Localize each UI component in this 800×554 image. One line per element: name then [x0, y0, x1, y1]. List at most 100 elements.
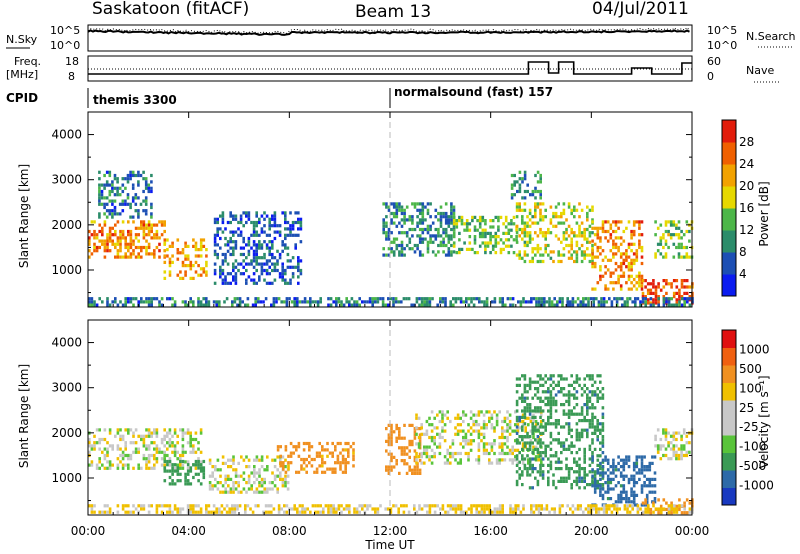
power-plot-cell	[297, 256, 300, 260]
power-plot-cell	[273, 262, 277, 266]
power-plot-cell	[481, 219, 485, 223]
power-plot-cell	[119, 255, 122, 259]
power-plot-cell	[567, 202, 571, 206]
power-plot-cell	[382, 227, 385, 232]
power-plot-cell	[662, 255, 665, 259]
velocity-plot-cell	[544, 444, 547, 448]
velocity-plot-cell	[498, 410, 501, 414]
velocity-plot-cell	[423, 461, 426, 465]
power-plot-cell	[426, 224, 430, 228]
velocity-plot-cell	[171, 472, 174, 476]
velocity-plot-cell	[93, 441, 96, 445]
velocity-plot-cell	[578, 412, 581, 416]
velocity-plot-cell	[656, 444, 660, 448]
power-plot-cell	[685, 252, 689, 256]
velocity-plot-cell	[521, 393, 524, 397]
velocity-plot-cell	[352, 441, 355, 446]
power-plot-cell	[238, 300, 242, 304]
velocity-plot-cell	[267, 504, 270, 508]
power-plot-cell	[259, 300, 263, 304]
power-plot-cell	[561, 297, 564, 301]
power-plot-cell	[297, 262, 300, 266]
velocity-plot-cell	[601, 406, 605, 410]
power-plot-cell	[255, 214, 258, 218]
velocity-plot-cell	[366, 507, 369, 511]
velocity-plot-cell	[550, 507, 554, 511]
velocity-plot-cell	[119, 453, 122, 458]
power-plot-cell	[408, 240, 412, 244]
velocity-plot-cell	[516, 429, 520, 433]
power-plot-cell	[530, 300, 533, 304]
velocity-plot-cell	[205, 510, 208, 514]
velocity-plot-cell	[567, 447, 571, 451]
velocity-plot-cell	[562, 447, 566, 451]
velocity-plot-cell	[408, 465, 411, 469]
power-plot-cell	[106, 242, 109, 246]
power-plot-cell	[205, 270, 208, 274]
velocity-plot-cell	[302, 467, 306, 471]
velocity-plot-cell	[93, 434, 96, 438]
velocity-plot-cell	[635, 493, 639, 497]
velocity-plot-cell	[153, 466, 156, 470]
velocity-plot-cell	[659, 447, 663, 451]
velocity-plot-cell	[189, 466, 193, 470]
velocity-plot-cell	[353, 507, 356, 511]
velocity-plot-cell	[518, 451, 521, 455]
velocity-plot-cell	[176, 479, 180, 483]
velocity-plot-cell	[685, 511, 689, 515]
power-plot-cell	[478, 297, 481, 301]
velocity-plot-cell	[527, 461, 530, 465]
power-plot-cell	[147, 223, 151, 227]
power-plot-cell	[664, 229, 668, 234]
power-plot-cell	[518, 205, 521, 209]
velocity-plot-cell	[331, 451, 334, 455]
power-heatmap	[88, 170, 694, 307]
velocity-plot-cell	[260, 484, 264, 488]
power-plot-cell	[150, 202, 153, 206]
velocity-plot-cell	[456, 461, 460, 465]
power-plot-cell	[265, 243, 269, 247]
power-plot-cell	[309, 303, 312, 307]
power-plot-cell	[160, 223, 164, 227]
velocity-plot-cell	[155, 510, 159, 514]
velocity-plot-cell	[449, 451, 452, 456]
power-plot-cell	[284, 268, 287, 273]
power-plot-cell	[632, 258, 636, 262]
velocity-plot-cell	[527, 423, 530, 427]
velocity-plot-cell	[643, 474, 646, 478]
velocity-plot-cell	[667, 510, 671, 514]
velocity-plot-cell	[423, 445, 426, 449]
velocity-plot-cell	[418, 504, 421, 508]
power-plot-cell	[276, 259, 279, 263]
velocity-plot-cell	[678, 498, 681, 502]
power-plot-cell	[108, 249, 112, 253]
velocity-plot-cell	[635, 471, 639, 475]
velocity-plot-cell	[413, 459, 417, 463]
velocity-plot-cell	[430, 439, 434, 443]
power-plot-cell	[683, 297, 686, 301]
power-plot-cell	[213, 233, 217, 237]
velocity-plot-cell	[485, 451, 488, 456]
velocity-plot-cell	[601, 412, 605, 416]
velocity-plot-cell	[599, 493, 602, 497]
power-plot-cell	[531, 250, 534, 254]
power-plot-cell	[638, 277, 641, 282]
velocity-plot-cell	[622, 465, 626, 469]
velocity-plot-cell	[194, 463, 198, 467]
power-plot-cell	[526, 215, 529, 219]
velocity-plot-cell	[250, 487, 253, 491]
velocity-plot-cell	[547, 390, 550, 394]
power-plot-cell	[552, 224, 555, 228]
velocity-plot-cell	[601, 441, 605, 445]
velocity-plot-cell	[456, 451, 460, 456]
velocity-plot-cell	[578, 435, 581, 439]
velocity-plot-cell	[601, 438, 605, 442]
velocity-plot-cell	[632, 481, 636, 485]
power-plot-cell	[680, 242, 683, 246]
velocity-plot-cell	[469, 448, 473, 452]
velocity-plot-cell	[482, 445, 486, 449]
power-plot-cell	[93, 229, 96, 234]
velocity-plot-cell	[618, 507, 621, 511]
velocity-plot-cell	[420, 426, 423, 430]
power-plot-cell	[121, 202, 125, 206]
